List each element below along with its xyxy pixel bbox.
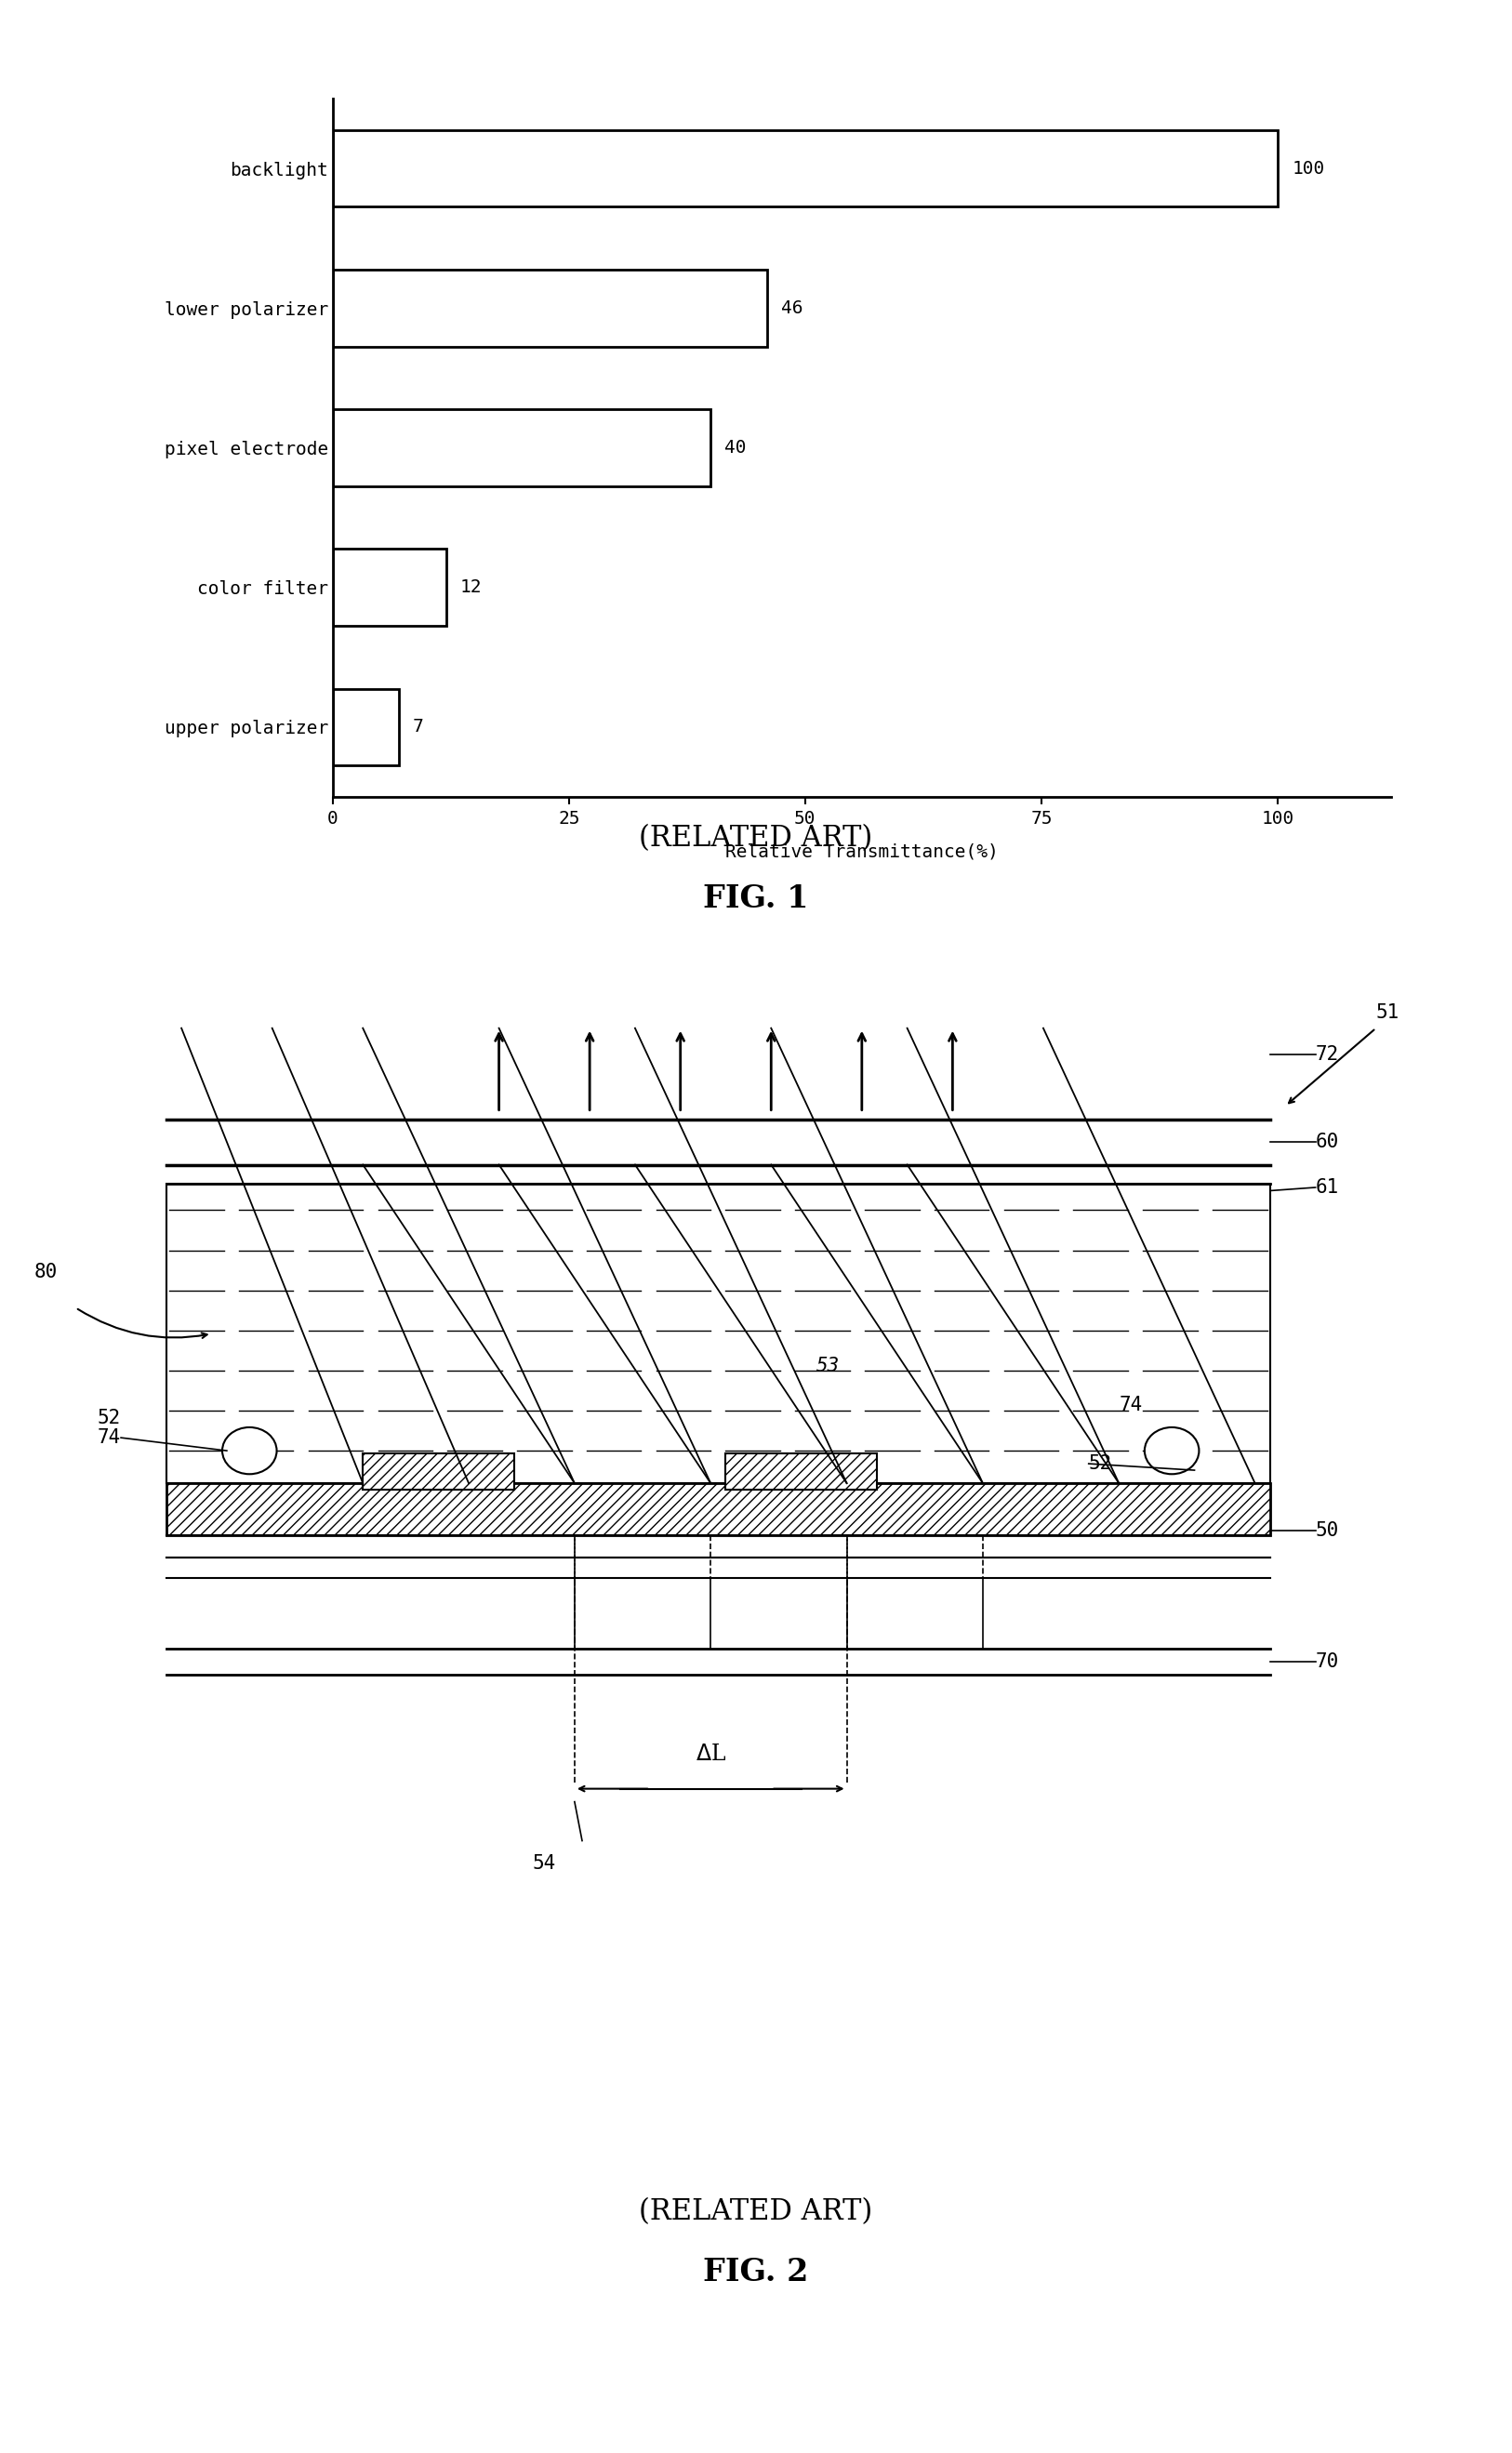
Circle shape — [1145, 1428, 1199, 1474]
Text: 72: 72 — [1315, 1045, 1340, 1065]
Text: 53: 53 — [816, 1357, 841, 1376]
Text: (RELATED ART): (RELATED ART) — [640, 2198, 872, 2227]
Text: 80: 80 — [33, 1263, 57, 1280]
Bar — [726, 1452, 877, 1489]
Text: (RELATED ART): (RELATED ART) — [640, 824, 872, 854]
Text: 50: 50 — [1315, 1521, 1340, 1540]
Text: 70: 70 — [1315, 1651, 1340, 1670]
Bar — [166, 1484, 1270, 1536]
Bar — [166, 1185, 1270, 1484]
Text: 12: 12 — [460, 579, 482, 596]
Text: 7: 7 — [413, 719, 423, 736]
Text: 46: 46 — [782, 299, 803, 316]
Text: 61: 61 — [1315, 1177, 1340, 1197]
Text: 51: 51 — [1376, 1003, 1400, 1023]
Bar — [333, 130, 1278, 206]
Text: 40: 40 — [724, 439, 747, 456]
Text: 60: 60 — [1315, 1133, 1340, 1150]
X-axis label: Relative Transmittance(%): Relative Transmittance(%) — [726, 844, 998, 861]
Text: FIG. 1: FIG. 1 — [703, 883, 809, 915]
Text: 52: 52 — [97, 1408, 121, 1428]
Circle shape — [222, 1428, 277, 1474]
Text: 52: 52 — [1089, 1455, 1113, 1472]
Bar — [333, 410, 711, 486]
Text: $\Delta$L: $\Delta$L — [696, 1744, 726, 1766]
Text: 74: 74 — [97, 1428, 121, 1447]
Bar — [333, 270, 767, 346]
Text: FIG. 2: FIG. 2 — [703, 2257, 809, 2289]
Bar — [333, 549, 446, 626]
Text: 54: 54 — [532, 1854, 556, 1872]
Text: 74: 74 — [1119, 1396, 1143, 1415]
Bar — [333, 689, 399, 765]
Text: 100: 100 — [1291, 159, 1325, 177]
Bar — [363, 1452, 514, 1489]
